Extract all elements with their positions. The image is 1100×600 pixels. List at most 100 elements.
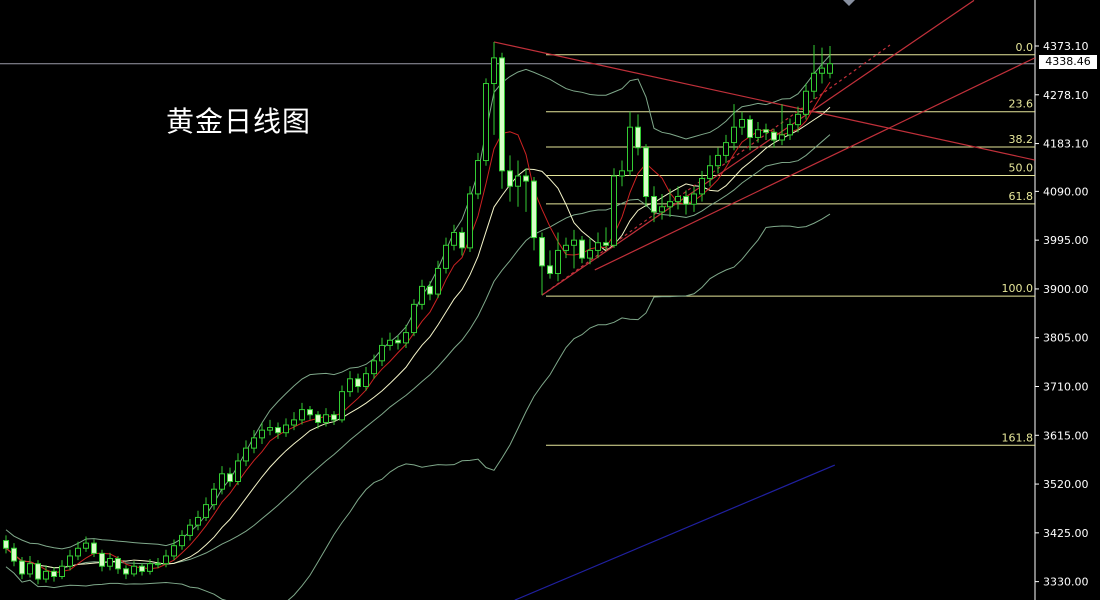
bearish-candle (507, 170, 513, 187)
bearish-candle (331, 414, 337, 421)
bullish-candle (819, 67, 825, 74)
bullish-candle (107, 558, 113, 567)
bollinger-upper-band (5, 54, 831, 550)
bullish-candle (555, 249, 561, 275)
bullish-candle (371, 360, 377, 375)
bullish-candle (443, 244, 449, 269)
fib-level-label: 50.0 (1009, 161, 1034, 174)
bullish-candle (475, 160, 481, 195)
bullish-candle (411, 303, 417, 334)
bullish-candle (467, 193, 473, 249)
bullish-candle (451, 231, 457, 246)
bullish-candle (595, 242, 601, 251)
bearish-candle (275, 427, 281, 434)
bullish-candle (147, 563, 153, 572)
bullish-candle (251, 437, 257, 449)
bearish-candle (11, 547, 17, 562)
bullish-candle (419, 285, 425, 305)
bearish-candle (51, 570, 57, 577)
bearish-candle (427, 285, 433, 295)
bullish-candle (571, 239, 577, 246)
y-tick-label: 3900.00 (1043, 283, 1089, 296)
fib-level-label: 38.2 (1009, 133, 1034, 146)
bullish-candle (267, 427, 273, 431)
bullish-candle (379, 344, 385, 362)
bearish-candle (763, 129, 769, 133)
y-tick-label: 3330.00 (1043, 576, 1089, 589)
bearish-candle (123, 568, 129, 575)
bullish-candle (59, 565, 65, 577)
current-price-label: 4338.46 (1039, 55, 1097, 69)
bearish-candle (395, 339, 401, 344)
bullish-candle (515, 175, 521, 187)
bullish-candle (131, 565, 137, 575)
bearish-candle (307, 409, 313, 416)
bullish-candle (211, 488, 217, 506)
bearish-candle (3, 540, 9, 549)
bullish-candle (163, 555, 169, 565)
bearish-candle (547, 265, 553, 275)
bearish-candle (315, 414, 321, 423)
slow-moving-average (5, 106, 831, 569)
descending-trendline (493, 41, 1035, 161)
bullish-candle (75, 547, 81, 557)
y-tick-label: 4090.00 (1043, 185, 1089, 198)
bullish-candle (587, 249, 593, 259)
bullish-candle (483, 83, 489, 162)
bullish-candle (203, 504, 209, 518)
bearish-candle (635, 126, 641, 149)
y-tick-label: 4183.10 (1043, 138, 1089, 151)
bullish-candle (339, 391, 345, 421)
bollinger-middle-band (5, 134, 831, 569)
y-tick-label: 4373.10 (1043, 40, 1089, 53)
fib-level-label: 23.6 (1009, 98, 1034, 111)
bearish-candle (531, 180, 537, 239)
bullish-candle (259, 429, 265, 439)
bullish-candle (491, 57, 497, 85)
bearish-candle (459, 231, 465, 249)
bullish-candle (299, 409, 305, 421)
chart-title: 黄金日线图 (166, 105, 312, 138)
bullish-candle (323, 414, 329, 423)
bullish-candle (755, 129, 761, 138)
bearish-candle (499, 57, 505, 172)
bullish-candle (803, 90, 809, 115)
y-tick-label: 4278.10 (1043, 89, 1089, 102)
bearish-candle (539, 237, 545, 267)
bullish-candle (171, 545, 177, 557)
y-tick-label: 3995.00 (1043, 234, 1089, 247)
bullish-candle (611, 175, 617, 246)
bullish-candle (363, 373, 369, 388)
rising-trendline-upper (594, 57, 1036, 271)
rising-trendline-lower (541, 0, 975, 296)
bullish-candle (779, 134, 785, 141)
bullish-candle (347, 378, 353, 393)
channel-line (514, 464, 836, 600)
bullish-candle (387, 339, 393, 346)
bearish-candle (19, 560, 25, 575)
y-tick-label: 3520.00 (1043, 478, 1089, 491)
y-tick-label: 3615.00 (1043, 429, 1089, 442)
bullish-candle (235, 460, 241, 482)
bullish-candle (219, 473, 225, 490)
bullish-candle (739, 118, 745, 128)
bullish-candle (795, 113, 801, 126)
bullish-candle (667, 201, 673, 208)
bearish-candle (91, 542, 97, 554)
bearish-candle (355, 378, 361, 388)
scroll-marker-icon (843, 0, 855, 6)
bullish-candle (659, 206, 665, 213)
bearish-candle (603, 242, 609, 246)
bearish-candle (227, 473, 233, 482)
bullish-candle (675, 196, 681, 203)
bullish-candle (195, 516, 201, 526)
bullish-candle (187, 524, 193, 536)
bearish-candle (747, 118, 753, 138)
bearish-candle (115, 558, 121, 570)
bullish-candle (243, 447, 249, 462)
bullish-candle (27, 563, 33, 575)
bullish-candle (723, 142, 729, 156)
bullish-candle (283, 424, 289, 434)
